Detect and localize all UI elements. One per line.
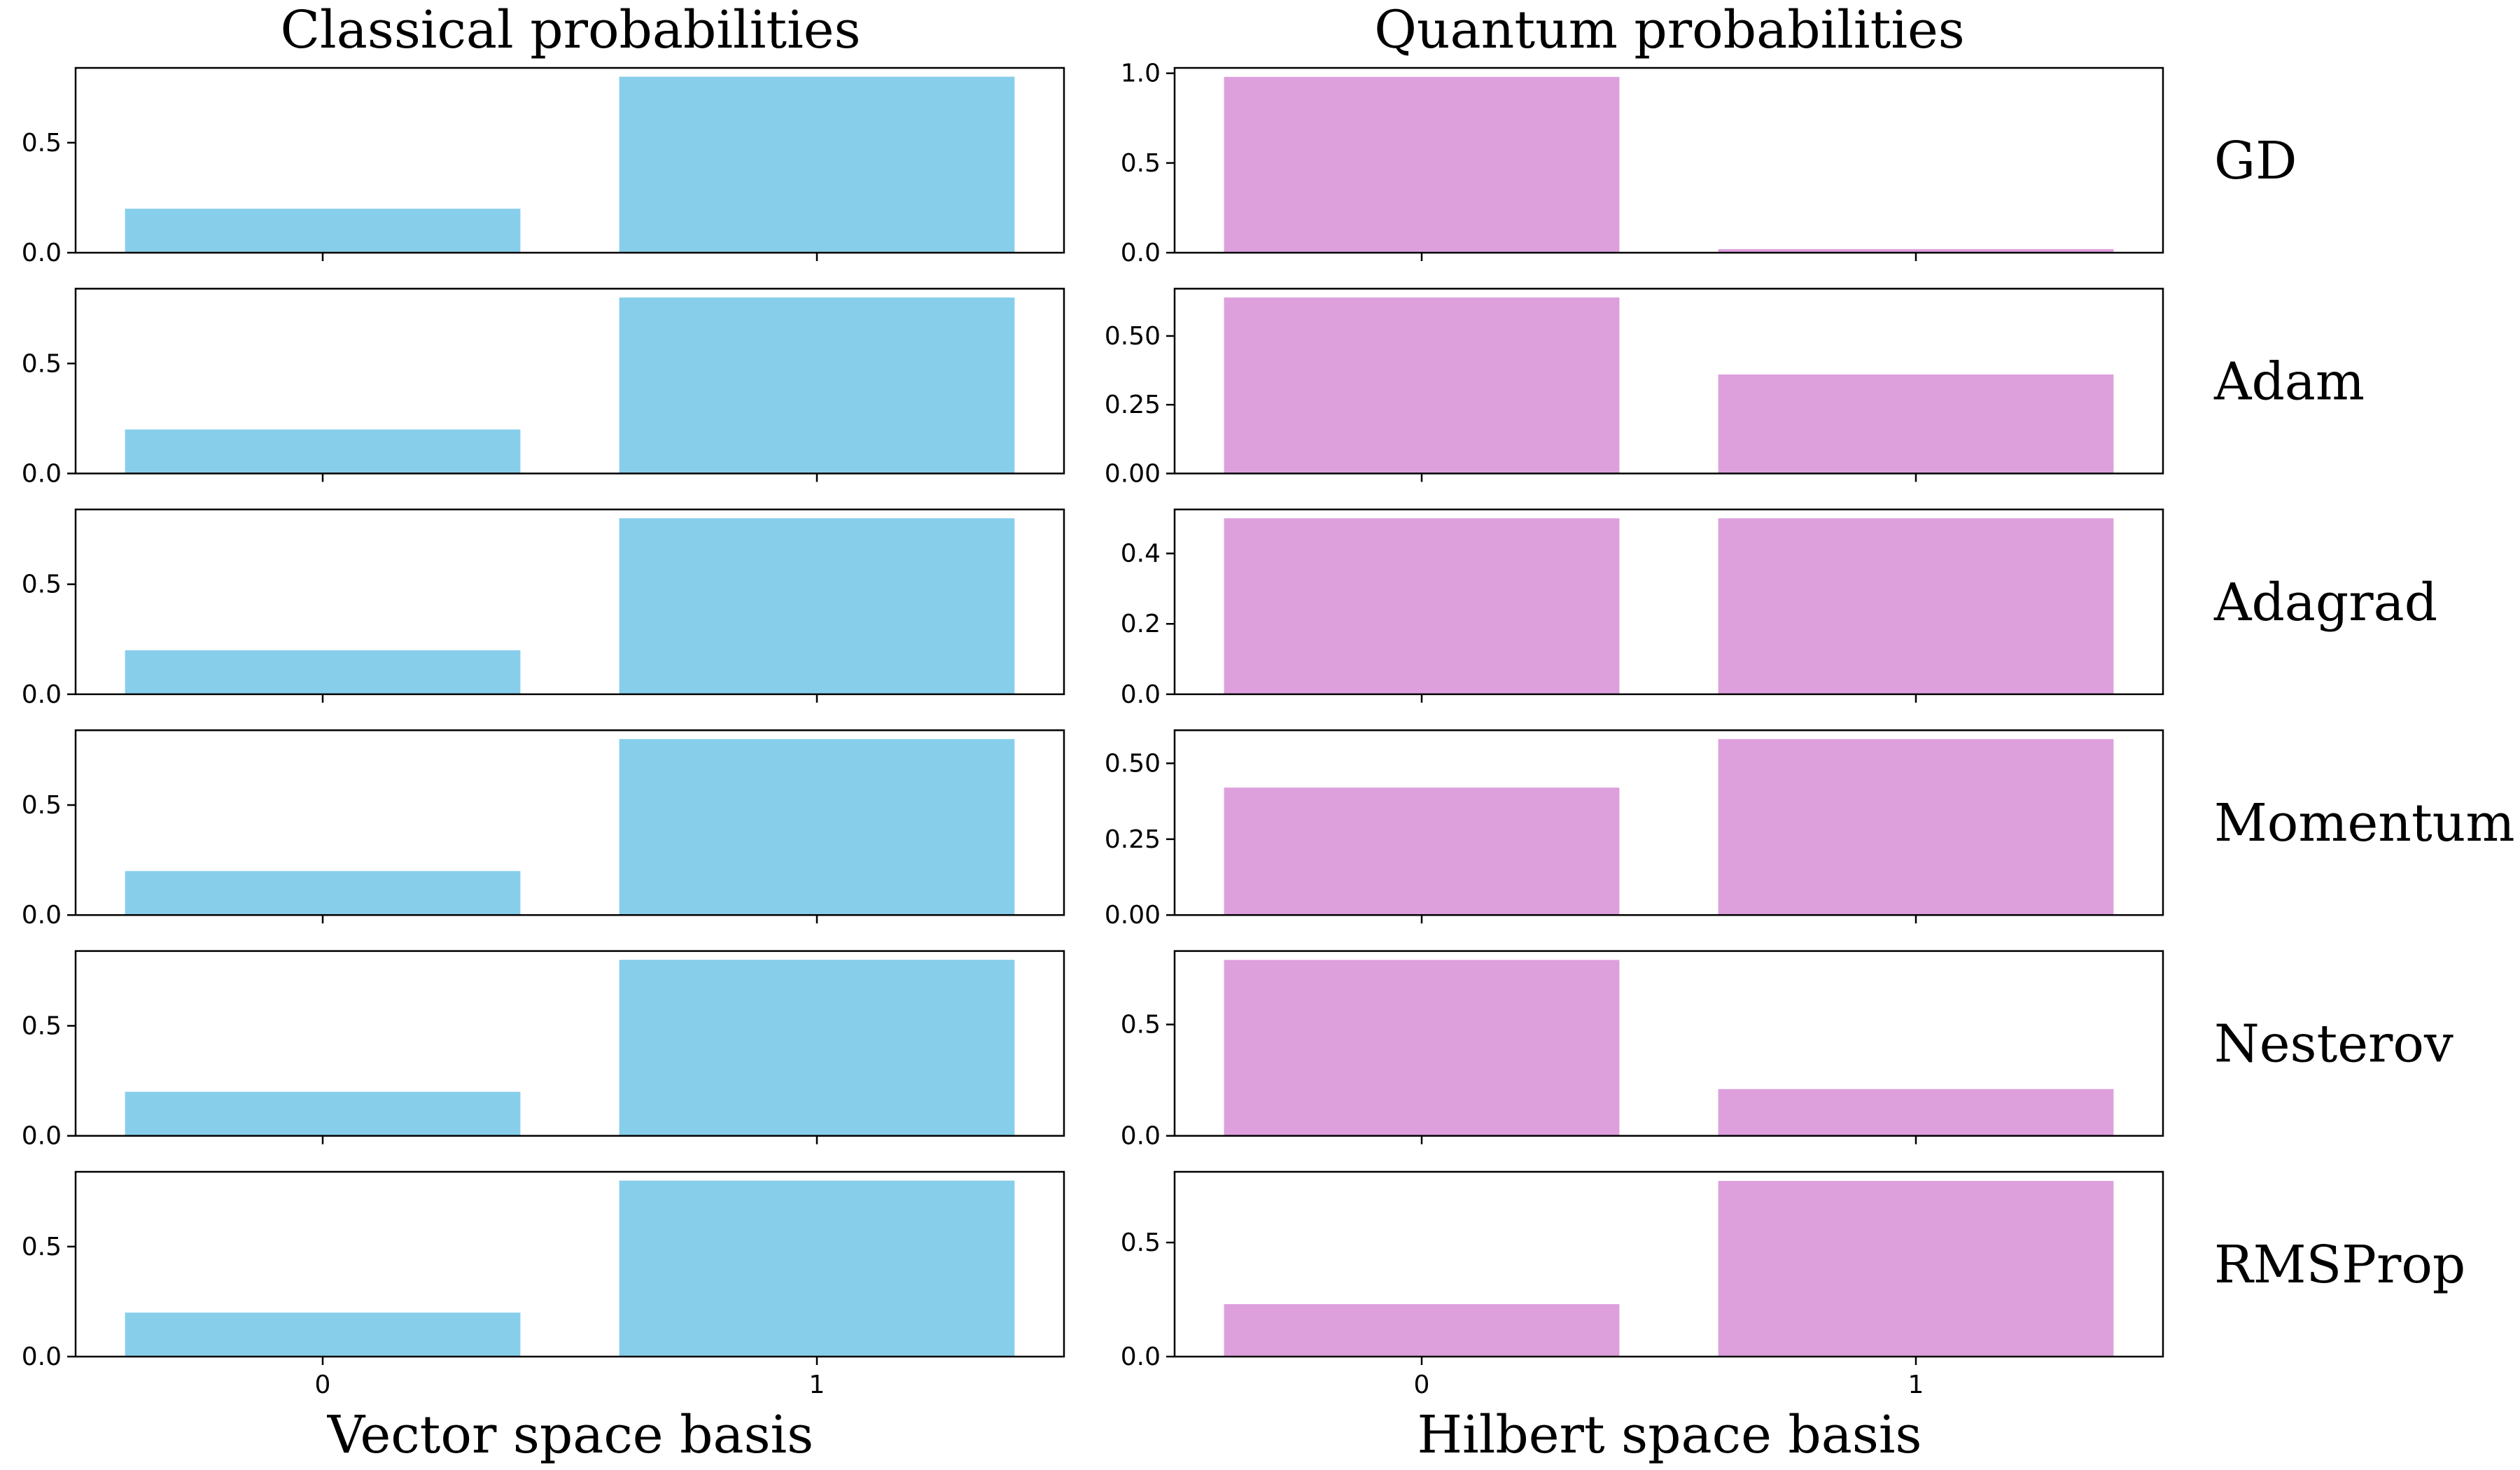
y-tick-label: 0.4 [1121,540,1161,568]
bar-quantum-Nesterov-1 [1718,1088,2114,1136]
bar-classical-Adam-1 [619,297,1015,474]
panel-quantum-RMSProp: 0.0 0.5 0 1 [1121,1170,2164,1399]
xlabel-quantum: Hilbert space basis [1418,1405,1922,1465]
y-tick-label: 0.5 [22,1011,62,1040]
axes-frame [1173,950,2164,1137]
axes-frame [1173,729,2164,916]
axes-frame [74,66,1065,254]
bar-classical-GD-0 [125,209,521,253]
x-tick-label: 1 [1908,1371,1924,1399]
panel-classical-GD: 0.0 0.5 [22,66,1065,267]
panel-classical-Momentum: 0.0 0.5 [22,729,1065,930]
row-label-momentum: Momentum [2214,793,2515,853]
y-tick-label: 0.5 [22,129,62,158]
x-tick-label: 0 [1414,1371,1430,1399]
bar-quantum-Nesterov-0 [1224,960,1620,1136]
xlabel-classical: Vector space basis [327,1405,813,1465]
bar-quantum-Adam-0 [1224,297,1620,474]
axes-frame [1173,288,2164,475]
bar-classical-Adagrad-0 [125,650,521,694]
bar-classical-Momentum-0 [125,871,521,916]
panel-quantum-Adagrad: 0.0 0.2 0.4 [1121,508,2164,709]
col-title-classical: Classical probabilities [280,0,860,60]
bar-quantum-Adagrad-0 [1224,518,1620,694]
panel-quantum-Adam: 0.00 0.25 0.50 [1105,288,2164,488]
row-label-rmsprop: RMSProp [2214,1235,2465,1295]
axes-frame [74,288,1065,475]
y-tick-label: 0.0 [1121,680,1161,709]
axes-frame [1173,1170,2164,1358]
y-tick-label: 0.5 [22,1233,62,1261]
y-tick-label: 0.0 [22,239,62,267]
panel-classical-RMSProp: 0.0 0.5 0 1 [22,1170,1065,1399]
panel-classical-Adagrad: 0.0 0.5 [22,508,1065,709]
y-tick-label: 0.00 [1105,901,1161,930]
y-tick-label: 0.5 [1121,149,1161,178]
axes-frame [74,1170,1065,1358]
bar-classical-GD-1 [619,76,1015,253]
axes-frame [74,950,1065,1137]
bar-quantum-RMSProp-1 [1718,1181,2114,1357]
axes-frame [74,729,1065,916]
bar-classical-RMSProp-0 [125,1312,521,1357]
bar-quantum-RMSProp-0 [1224,1304,1620,1357]
y-tick-label: 0.0 [22,901,62,930]
y-tick-label: 1.0 [1121,59,1161,88]
bar-classical-Adam-0 [125,429,521,474]
axes-frame [1173,508,2164,696]
panels: 0.00.50.00.51.00.00.50.000.250.500.00.50… [22,59,2164,1399]
y-tick-label: 0.25 [1105,391,1161,419]
bar-quantum-Momentum-1 [1718,738,2114,916]
panel-classical-Nesterov: 0.0 0.5 [22,950,1065,1151]
bar-quantum-GD-1 [1718,248,2114,253]
panel-quantum-Momentum: 0.00 0.25 0.50 [1105,729,2164,930]
y-tick-label: 0.5 [22,570,62,599]
row-labels: GD Adam Adagrad Momentum Nesterov RMSProp [2213,131,2515,1295]
bar-quantum-GD-0 [1224,76,1620,253]
x-tick-label: 1 [809,1371,825,1399]
y-tick-label: 0.00 [1105,459,1161,488]
y-tick-label: 0.0 [22,1122,62,1151]
row-label-adam: Adam [2213,351,2365,412]
y-tick-label: 0.0 [1121,1122,1161,1151]
y-tick-label: 0.25 [1105,825,1161,854]
row-label-gd: GD [2214,131,2297,191]
panel-classical-Adam: 0.0 0.5 [22,288,1065,488]
axes-frame [1173,66,2164,254]
bar-classical-Nesterov-0 [125,1091,521,1136]
x-tick-label: 0 [315,1371,331,1399]
row-label-nesterov: Nesterov [2214,1014,2454,1074]
y-tick-label: 0.5 [1121,1228,1161,1257]
y-tick-label: 0.5 [1121,1011,1161,1040]
y-tick-label: 0.0 [22,459,62,488]
axes-frame [74,508,1065,696]
y-tick-label: 0.50 [1105,322,1161,351]
y-tick-label: 0.0 [1121,1343,1161,1371]
y-tick-label: 0.0 [22,1343,62,1371]
bar-classical-Momentum-1 [619,738,1015,916]
y-tick-label: 0.5 [22,349,62,378]
bar-quantum-Adam-1 [1718,374,2114,474]
y-tick-label: 0.5 [22,791,62,820]
col-title-quantum: Quantum probabilities [1374,0,1965,60]
bar-classical-Nesterov-1 [619,960,1015,1136]
y-tick-label: 0.2 [1121,610,1161,638]
panel-quantum-Nesterov: 0.0 0.5 [1121,950,2164,1151]
panel-quantum-GD: 0.0 0.5 1.0 [1121,59,2164,267]
bar-quantum-Momentum-0 [1224,788,1620,916]
y-tick-label: 0.0 [22,680,62,709]
bar-classical-RMSProp-1 [619,1180,1015,1357]
y-tick-label: 0.50 [1105,749,1161,778]
y-tick-label: 0.0 [1121,239,1161,267]
bar-classical-Adagrad-1 [619,518,1015,694]
bar-quantum-Adagrad-1 [1718,518,2114,694]
row-label-adagrad: Adagrad [2213,573,2437,633]
